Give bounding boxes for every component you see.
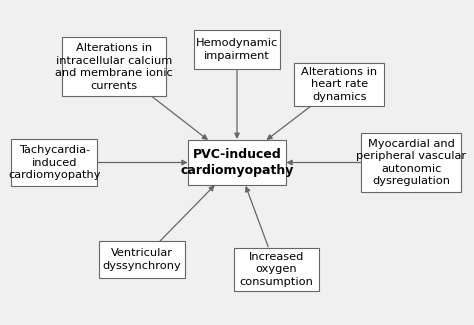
Text: Myocardial and
peripheral vascular
autonomic
dysregulation: Myocardial and peripheral vascular auton… [356, 139, 466, 186]
Text: Alterations in
heart rate
dynamics: Alterations in heart rate dynamics [301, 67, 377, 102]
FancyBboxPatch shape [188, 140, 286, 185]
FancyBboxPatch shape [11, 139, 98, 186]
Text: Tachycardia-
induced
cardiomyopathy: Tachycardia- induced cardiomyopathy [8, 145, 100, 180]
FancyBboxPatch shape [99, 241, 185, 278]
Text: Alterations in
intracellular calcium
and membrane ionic
currents: Alterations in intracellular calcium and… [55, 43, 173, 91]
Text: PVC-induced
cardiomyopathy: PVC-induced cardiomyopathy [180, 148, 294, 177]
Text: Ventricular
dyssynchrony: Ventricular dyssynchrony [102, 248, 181, 271]
FancyBboxPatch shape [361, 133, 461, 192]
Text: Hemodynamic
impairment: Hemodynamic impairment [196, 38, 278, 61]
FancyBboxPatch shape [194, 30, 280, 69]
FancyBboxPatch shape [62, 37, 166, 97]
Text: Increased
oxygen
consumption: Increased oxygen consumption [239, 252, 313, 287]
FancyBboxPatch shape [294, 63, 384, 106]
FancyBboxPatch shape [234, 248, 319, 291]
